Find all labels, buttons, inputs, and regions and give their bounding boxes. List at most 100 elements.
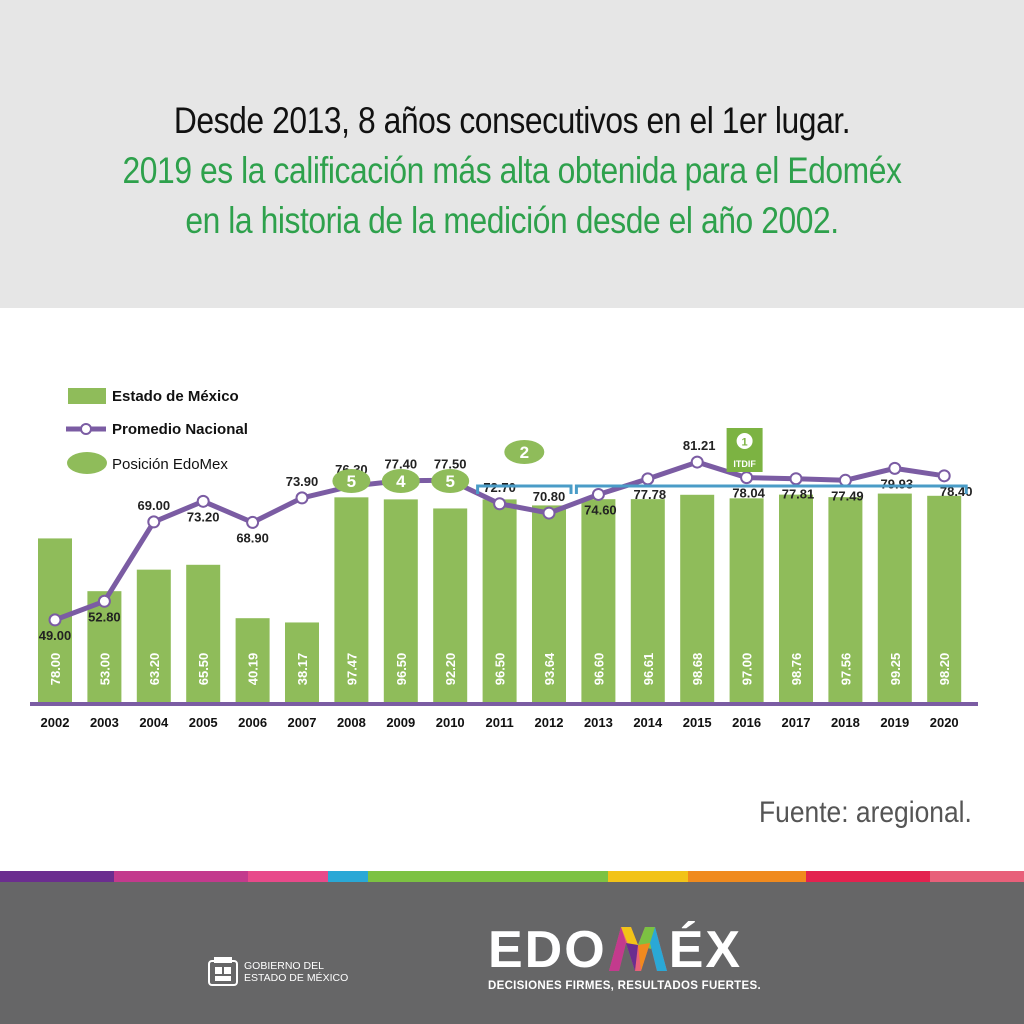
- bar-2019: [877, 493, 912, 703]
- position-label-2009: 4: [396, 472, 406, 491]
- gov-line-2: ESTADO DE MÉXICO: [244, 972, 349, 984]
- bar-label-2015: 98.68: [690, 653, 705, 686]
- coat-of-arms-icon: [208, 957, 238, 986]
- position-label-2008: 5: [347, 472, 356, 491]
- bar-label-2011: 96.50: [493, 653, 508, 686]
- line-point-2011: [493, 497, 507, 511]
- footer: [0, 882, 1024, 1024]
- line-label-2007: 73.90: [286, 474, 319, 489]
- line-label-2015: 81.21: [683, 438, 716, 453]
- line-point-2018: [838, 473, 852, 487]
- bar-2017: [779, 494, 813, 703]
- position-badge-2008: [332, 469, 371, 493]
- bar-label-2005: 65.50: [196, 653, 211, 686]
- line-label-2017: 77.81: [782, 487, 815, 502]
- line-point-2012: [542, 506, 556, 520]
- stripe-segment: [114, 871, 248, 882]
- line-label-2014: 77.78: [634, 487, 667, 502]
- x-tick-2020: 2020: [930, 715, 959, 730]
- bar-label-2019: 99.25: [888, 653, 903, 686]
- bar-2015: [680, 494, 715, 703]
- itdif-number: 1: [742, 437, 748, 449]
- line-point-2002: [48, 613, 62, 627]
- x-tick-2019: 2019: [880, 715, 909, 730]
- bar-label-2013: 96.60: [591, 653, 606, 686]
- gobierno-logo: GOBIERNO DEL ESTADO DE MÉXICO: [206, 955, 348, 989]
- stripe-segment: [368, 871, 608, 882]
- line-point-2004: [147, 515, 161, 529]
- line-point-2014: [641, 472, 655, 486]
- headline: Desde 2013, 8 años consecutivos en el 1e…: [173, 100, 851, 141]
- legend-line-marker: [80, 423, 92, 435]
- subheadline-1: 2019 es la calificación más alta obtenid…: [122, 150, 902, 191]
- bar-2003: [87, 591, 122, 703]
- bar-2020: [927, 495, 962, 703]
- bar-2018: [828, 497, 863, 703]
- bar-label-2009: 96.50: [394, 653, 409, 686]
- line-point-2005: [196, 494, 210, 508]
- bar-label-2014: 96.61: [641, 653, 656, 686]
- bar-2014: [630, 499, 665, 703]
- x-tick-2002: 2002: [41, 715, 70, 730]
- line-label-2018: 77.49: [831, 488, 864, 503]
- x-tick-2015: 2015: [683, 715, 712, 730]
- x-tick-2018: 2018: [831, 715, 860, 730]
- bar-label-2003: 53.00: [97, 653, 112, 686]
- line-label-2020: 78.40: [940, 484, 973, 499]
- x-tick-2009: 2009: [386, 715, 415, 730]
- bar-label-2007: 38.17: [295, 653, 310, 686]
- subheadline-2: en la historia de la medición desde el a…: [185, 200, 839, 241]
- tagline: DECISIONES FIRMES, RESULTADOS FUERTES.: [488, 980, 761, 992]
- bracket-2011-2012: [476, 484, 573, 494]
- x-tick-2014: 2014: [633, 715, 663, 730]
- x-tick-2010: 2010: [436, 715, 465, 730]
- bar-2004: [136, 569, 171, 703]
- itdif-label: ITDIF: [733, 459, 756, 469]
- stripe-segment: [608, 871, 688, 882]
- line-point-2013: [591, 487, 605, 501]
- source-note: Fuente: aregional.: [759, 796, 972, 829]
- bar-2007: [285, 622, 319, 703]
- line-label-2019: 79.93: [881, 476, 914, 491]
- line-label-2009: 77.40: [385, 457, 418, 472]
- legend-bar-swatch: [68, 388, 106, 404]
- stripe-segment: [328, 871, 368, 882]
- x-tick-2005: 2005: [189, 715, 218, 730]
- x-tick-2006: 2006: [238, 715, 267, 730]
- legend-label-line: Promedio Nacional: [112, 421, 248, 438]
- position-badge-2010: [431, 469, 470, 493]
- stripe-segment: [930, 871, 1024, 882]
- line-point-2017: [789, 472, 803, 486]
- edomex-logo: EDO ÉX DECISIONES FIRMES, RESULTADOS FUE…: [488, 920, 808, 992]
- chart: Estado de México Promedio Nacional Posició…: [30, 388, 978, 730]
- bar-label-2002: 78.00: [48, 653, 63, 686]
- line-point-2006: [246, 515, 260, 529]
- x-tick-2012: 2012: [535, 715, 564, 730]
- line-label-2002: 49.00: [39, 628, 72, 643]
- bar-label-2020: 98.20: [937, 653, 952, 686]
- legend-position-swatch: [67, 452, 107, 474]
- x-tick-2007: 2007: [288, 715, 317, 730]
- gov-line-1: GOBIERNO DEL: [244, 960, 324, 972]
- bar-label-2016: 97.00: [740, 653, 755, 686]
- line-point-2019: [888, 461, 902, 475]
- logo-text-2: ÉX: [668, 921, 743, 979]
- line-point-2015: [690, 455, 704, 469]
- line-label-2016: 78.04: [732, 486, 765, 501]
- bar-2005: [186, 564, 221, 703]
- bracket-2013-2020: [574, 484, 968, 494]
- stripe-segment: [0, 871, 114, 882]
- bracket-label-2011: 2: [520, 443, 529, 462]
- position-badge-2009: [381, 469, 420, 493]
- line-label-2003: 52.80: [88, 609, 121, 624]
- x-tick-2008: 2008: [337, 715, 366, 730]
- stripe-segment: [806, 871, 930, 882]
- line-label-2012: 70.80: [533, 489, 566, 504]
- bar-label-2008: 97.47: [344, 653, 359, 686]
- bar-label-2018: 97.56: [838, 653, 853, 686]
- bar-2012: [532, 505, 566, 703]
- line-label-2010: 77.50: [434, 456, 467, 471]
- legend-label-position: Posición EdoMex: [112, 456, 228, 473]
- line-point-2016: [740, 471, 754, 485]
- line-label-2005: 73.20: [187, 509, 220, 524]
